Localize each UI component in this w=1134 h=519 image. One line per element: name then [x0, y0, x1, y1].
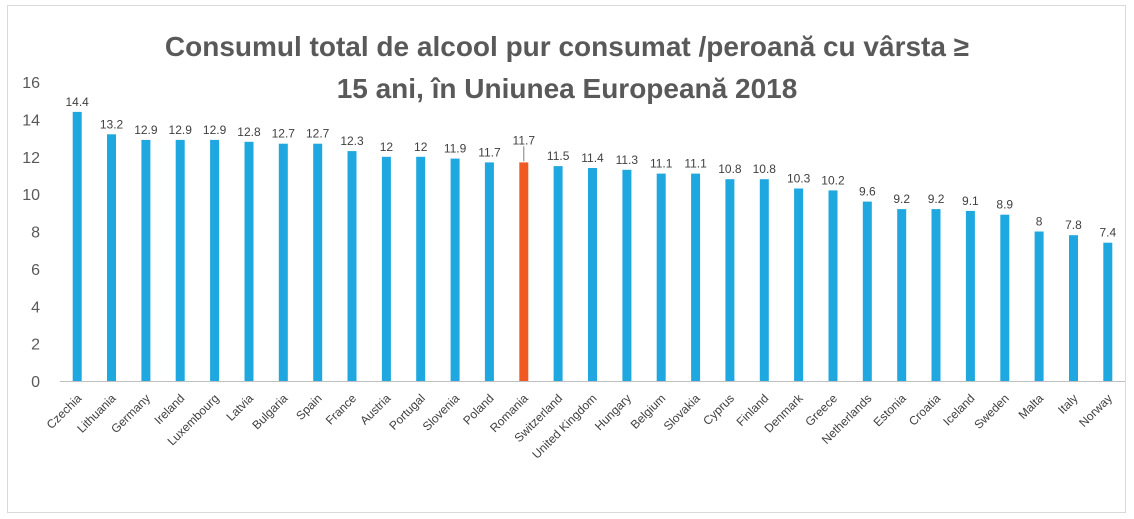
y-tick-label: 0 — [31, 374, 40, 391]
data-label-united-kingdom: 11.4 — [581, 151, 604, 165]
data-label-romania: 11.7 — [513, 133, 536, 147]
y-tick-label: 10 — [22, 187, 40, 204]
data-label-netherlands: 9.6 — [859, 185, 876, 199]
y-tick-label: 8 — [31, 225, 40, 242]
bar-estonia — [897, 209, 907, 381]
data-label-switzerland: 11.5 — [547, 149, 570, 163]
bar-portugal — [416, 156, 426, 382]
data-label-slovenia: 11.9 — [444, 142, 467, 156]
y-tick-label: 16 — [22, 75, 40, 92]
data-label-lithuania: 13.2 — [100, 117, 124, 131]
data-label-austria: 12 — [380, 140, 394, 154]
bar-bulgaria — [278, 143, 288, 381]
data-label-croatia: 9.2 — [928, 192, 945, 206]
category-label-sweden: Sweden — [971, 391, 1012, 432]
bar-germany — [141, 139, 151, 381]
y-tick-label: 14 — [22, 112, 40, 129]
data-label-greece: 10.2 — [821, 173, 845, 187]
bar-slovakia — [691, 173, 701, 381]
data-labels: 14.4 13.2 12.9 12.9 12.9 12.8 12.7 12.7 12.3 12 12… — [65, 95, 1116, 240]
data-label-germany: 12.9 — [134, 123, 158, 137]
category-label-norway: Norway — [1076, 391, 1115, 430]
bar-latvia — [244, 141, 254, 381]
data-label-belgium: 11.1 — [650, 157, 673, 171]
data-label-bulgaria: 12.7 — [272, 127, 296, 141]
category-label-croatia: Croatia — [906, 391, 943, 428]
bar-hungary — [622, 169, 632, 381]
category-label-estonia: Estonia — [871, 391, 909, 429]
category-label-denmark: Denmark — [761, 391, 806, 436]
category-label-france: France — [323, 391, 360, 428]
data-label-estonia: 9.2 — [893, 192, 910, 206]
bar-netherlands — [862, 201, 872, 381]
data-label-france: 12.3 — [340, 134, 364, 148]
data-label-iceland: 9.1 — [962, 194, 979, 208]
bar-france — [347, 151, 357, 381]
bar-spain — [313, 143, 323, 381]
y-tick-label: 2 — [31, 337, 40, 354]
bar-finland — [759, 179, 769, 381]
bar-czechia — [72, 111, 82, 382]
category-label-spain: Spain — [293, 391, 325, 423]
bar-poland — [484, 162, 494, 381]
bar-malta — [1034, 231, 1044, 381]
y-tick-label: 6 — [31, 262, 40, 279]
bar-cyprus — [725, 179, 735, 381]
bar-denmark — [794, 188, 804, 381]
y-tick-label: 12 — [22, 150, 40, 167]
data-label-cyprus: 10.8 — [718, 162, 742, 176]
category-label-latvia: Latvia — [224, 391, 257, 424]
bar-slovenia — [450, 158, 460, 381]
data-label-sweden: 8.9 — [996, 198, 1013, 212]
chart-title-line-1: Consumul total de alcool pur consumat /p… — [164, 31, 970, 62]
bar-belgium — [656, 173, 666, 381]
bar-luxembourg — [210, 139, 220, 381]
bar-croatia — [931, 209, 941, 381]
y-axis-ticks: 0 2 4 6 8 10 12 14 16 — [22, 75, 40, 391]
data-label-italy: 7.8 — [1065, 218, 1082, 232]
data-label-malta: 8 — [1036, 215, 1043, 229]
chart-title: Consumul total de alcool pur consumat /p… — [0, 26, 1134, 110]
bar-romania — [519, 162, 529, 381]
data-label-finland: 10.8 — [753, 162, 777, 176]
bar-sweden — [1000, 214, 1010, 381]
data-label-latvia: 12.8 — [237, 125, 261, 139]
bar-series — [72, 111, 1113, 382]
data-label-spain: 12.7 — [306, 127, 330, 141]
x-axis-category-labels: CzechiaLithuaniaGermanyIrelandLuxembourg… — [44, 391, 1115, 462]
data-label-norway: 7.4 — [1099, 226, 1116, 240]
data-label-denmark: 10.3 — [787, 172, 811, 186]
category-label-italy: Italy — [1055, 391, 1080, 416]
bar-iceland — [965, 210, 975, 381]
data-label-slovakia: 11.1 — [684, 157, 707, 171]
category-label-slovenia: Slovenia — [420, 391, 463, 434]
data-label-hungary: 11.3 — [616, 153, 639, 167]
bar-lithuania — [107, 134, 116, 381]
chart-title-line-2: 15 ani, în Uniunea Europeană 2018 — [336, 73, 798, 104]
bar-united-kingdom — [588, 168, 597, 381]
category-label-bulgaria: Bulgaria — [249, 391, 290, 432]
category-label-cyprus: Cyprus — [700, 391, 737, 428]
bar-norway — [1103, 242, 1113, 381]
category-label-malta: Malta — [1016, 391, 1047, 422]
data-label-ireland: 12.9 — [169, 123, 193, 137]
data-label-portugal: 12 — [414, 140, 428, 154]
bar-austria — [381, 156, 391, 382]
data-label-czechia: 14.4 — [65, 95, 89, 109]
category-label-slovakia: Slovakia — [661, 391, 703, 433]
data-label-poland: 11.7 — [478, 145, 501, 159]
bar-greece — [828, 190, 838, 381]
data-label-luxembourg: 12.9 — [203, 123, 227, 137]
bar-italy — [1069, 235, 1078, 381]
bar-ireland — [175, 139, 185, 381]
y-tick-label: 4 — [31, 299, 40, 316]
bar-switzerland — [553, 166, 563, 381]
category-label-hungary: Hungary — [592, 391, 634, 433]
